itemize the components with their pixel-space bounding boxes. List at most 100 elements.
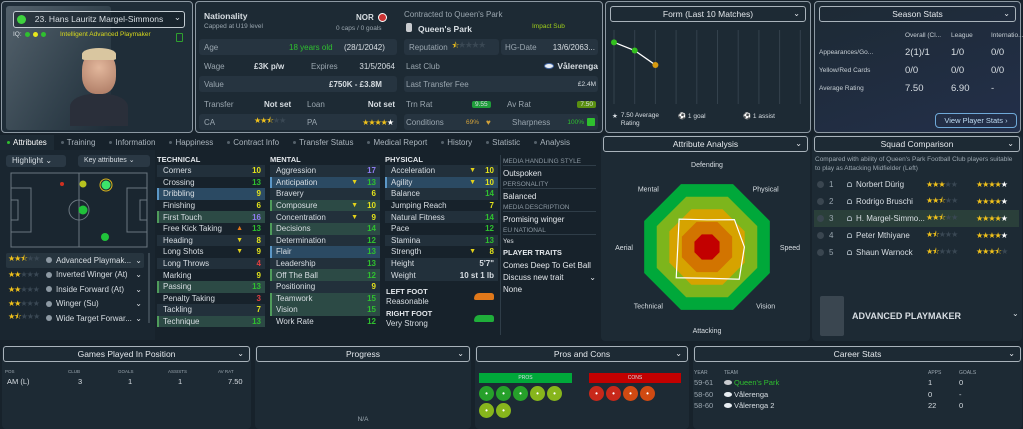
role-item[interactable]: ★⯪★★★ Wide Target Forwar... ⌄ — [6, 311, 144, 326]
chevron-down-icon[interactable]: ⌄ — [135, 270, 142, 280]
chevron-down-icon[interactable]: ⌄ — [135, 284, 142, 294]
career-team-link[interactable]: Vålerenga 2 — [734, 401, 775, 410]
attribute-row[interactable]: Agility ▼ 10 — [385, 176, 498, 189]
role-item[interactable]: ★★★★★ Inside Forward (At) ⌄ — [6, 282, 144, 297]
attribute-row[interactable]: Aggression 17 — [270, 165, 380, 177]
analysis-dropdown[interactable]: Attribute Analysis ⌄ — [603, 136, 808, 152]
form-point[interactable] — [631, 47, 638, 54]
attribute-row[interactable]: Flair 13 — [270, 246, 380, 258]
player-name-select[interactable]: 23. Hans Lauritz Margel-Simmons ⌄ — [13, 11, 185, 28]
games-col-header[interactable]: AV RAT — [218, 369, 234, 374]
squad-comparison-dropdown[interactable]: Squad Comparison ⌄ — [814, 136, 1020, 152]
discuss-trait-dropdown[interactable]: Discuss new trait ⌄ — [503, 273, 596, 282]
radio-icon[interactable] — [817, 215, 824, 222]
career-col-header[interactable]: YEAR — [694, 370, 708, 376]
squad-player-row[interactable]: 1 Norbert Dürig ★★★★★ ★★★★★ — [814, 176, 1019, 193]
radio-icon[interactable] — [817, 181, 824, 188]
key-attributes-dropdown[interactable]: Key attributes ⌄ — [78, 155, 150, 167]
games-played-dropdown[interactable]: Games Played In Position ⌄ — [3, 346, 250, 362]
improving-icon[interactable]: • — [530, 386, 545, 401]
squad-player-row[interactable]: 5 Shaun Warnock ★⯪★★★ ★★★⯪★ — [814, 244, 1019, 261]
info-icon[interactable] — [46, 271, 52, 278]
link-icon[interactable]: • — [479, 403, 494, 418]
career-col-header[interactable]: TEAM — [724, 370, 738, 376]
info-icon[interactable] — [46, 257, 52, 264]
tab-training[interactable]: Training — [54, 138, 103, 147]
tab-information[interactable]: Information — [102, 138, 162, 147]
chevron-down-icon[interactable]: ⌄ — [1012, 309, 1019, 318]
squad-player-row[interactable]: 4 Peter Mthiyane ★⯪★★★ ★★★★★ — [814, 227, 1019, 244]
versatility-icon[interactable]: • — [496, 403, 511, 418]
squad-player-name[interactable]: Rodrigo Bruschi — [856, 197, 913, 206]
info-icon[interactable] — [46, 286, 52, 293]
attribute-row[interactable]: Penalty Taking 3 — [157, 293, 265, 305]
games-col-header[interactable]: CLUB — [68, 369, 81, 374]
tab-happiness[interactable]: Happiness — [162, 138, 220, 147]
attribute-row[interactable]: Decisions 14 — [270, 222, 380, 235]
attribute-row[interactable]: Technique 13 — [157, 315, 265, 328]
form-point[interactable] — [652, 61, 659, 68]
attribute-row[interactable]: First Touch 16 — [157, 211, 265, 223]
attribute-row[interactable]: Corners 10 — [157, 165, 265, 177]
mental-icon[interactable]: • — [547, 386, 562, 401]
attribute-row[interactable]: Off The Ball 12 — [270, 269, 380, 281]
attribute-row[interactable]: Anticipation ▼ 13 — [270, 176, 380, 189]
tab-medical-report[interactable]: Medical Report — [360, 138, 434, 147]
season-stats-dropdown[interactable]: Season Stats ⌄ — [819, 6, 1016, 22]
attribute-row[interactable]: Long Throws 4 — [157, 257, 265, 270]
attribute-row[interactable]: Composure ▼ 10 — [270, 199, 380, 212]
attribute-row[interactable]: Tackling 7 — [157, 304, 265, 316]
chevron-down-icon[interactable]: ⌄ — [135, 299, 142, 309]
radio-icon[interactable] — [817, 232, 824, 239]
loan-status[interactable]: Not set — [367, 99, 395, 109]
pros-cons-dropdown[interactable]: Pros and Cons ⌄ — [476, 346, 688, 362]
attribute-row[interactable]: Heading ▼ 8 — [157, 234, 265, 247]
lab-icon[interactable]: • — [640, 386, 655, 401]
view-player-stats-button[interactable]: View Player Stats › — [935, 113, 1017, 128]
info-icon[interactable] — [46, 300, 52, 307]
attribute-row[interactable]: Long Shots ▼ 9 — [157, 246, 265, 258]
transfer-status[interactable]: Not set — [264, 99, 292, 109]
attribute-row[interactable]: Finishing 6 — [157, 200, 265, 212]
attribute-row[interactable]: Free Kick Taking ▲ 13 — [157, 223, 265, 235]
squad-player-row[interactable]: 2 Rodrigo Bruschi ★★⯪★★ ★★★★★ — [814, 193, 1019, 210]
form-point[interactable] — [611, 39, 617, 46]
career-col-header[interactable]: APPS — [928, 370, 942, 376]
set-piece-icon[interactable]: • — [623, 386, 638, 401]
attribute-row[interactable]: Strength ▼ 8 — [385, 246, 498, 258]
clipboard-icon[interactable] — [176, 33, 183, 42]
dribbling-icon[interactable]: • — [513, 386, 528, 401]
attribute-row[interactable]: Teamwork 15 — [270, 292, 380, 305]
tab-history[interactable]: History — [434, 138, 479, 147]
squad-player-name[interactable]: H. Margel-Simmo... — [856, 214, 925, 223]
squad-player-name[interactable]: Shaun Warnock — [856, 248, 913, 257]
career-team-link[interactable]: Vålerenga — [734, 389, 769, 399]
form-dropdown[interactable]: Form (Last 10 Matches) ⌄ — [610, 6, 806, 22]
games-col-header[interactable]: GOALS — [118, 369, 134, 374]
attribute-row[interactable]: Dribbling 9 — [157, 188, 265, 200]
last-club[interactable]: Vålerenga — [557, 61, 598, 71]
attribute-row[interactable]: Crossing 13 — [157, 177, 265, 189]
role-item[interactable]: ★★★★★ Winger (Su) ⌄ — [6, 297, 144, 312]
attribute-row[interactable]: Work Rate 12 — [270, 316, 380, 328]
progress-dropdown[interactable]: Progress ⌄ — [256, 346, 470, 362]
career-col-header[interactable]: GOALS — [959, 370, 977, 376]
tab-attributes[interactable]: Attributes — [0, 135, 54, 150]
highlight-dropdown[interactable]: Highlight ⌄ — [6, 155, 66, 167]
squad-player-name[interactable]: Norbert Dürig — [856, 180, 905, 189]
tab-analysis[interactable]: Analysis — [527, 138, 577, 147]
attribute-row[interactable]: Vision 15 — [270, 304, 380, 316]
attribute-row[interactable]: Jumping Reach 7 — [385, 200, 498, 212]
chevron-down-icon[interactable]: ⌄ — [135, 313, 142, 323]
attribute-row[interactable]: Stamina 13 — [385, 234, 498, 247]
games-col-header[interactable]: POS — [5, 369, 15, 374]
club-link[interactable]: Queen's Park — [418, 24, 472, 34]
finishing-icon[interactable]: • — [479, 386, 494, 401]
tab-transfer-status[interactable]: Transfer Status — [286, 138, 360, 147]
attribute-row[interactable]: Passing 13 — [157, 280, 265, 293]
tab-statistic[interactable]: Statistic — [479, 138, 527, 147]
passing-icon[interactable]: • — [496, 386, 511, 401]
chevron-down-icon[interactable]: ⌄ — [135, 255, 142, 265]
attribute-row[interactable]: Acceleration ▼ 10 — [385, 165, 498, 177]
attribute-row[interactable]: Pace 12 — [385, 223, 498, 235]
